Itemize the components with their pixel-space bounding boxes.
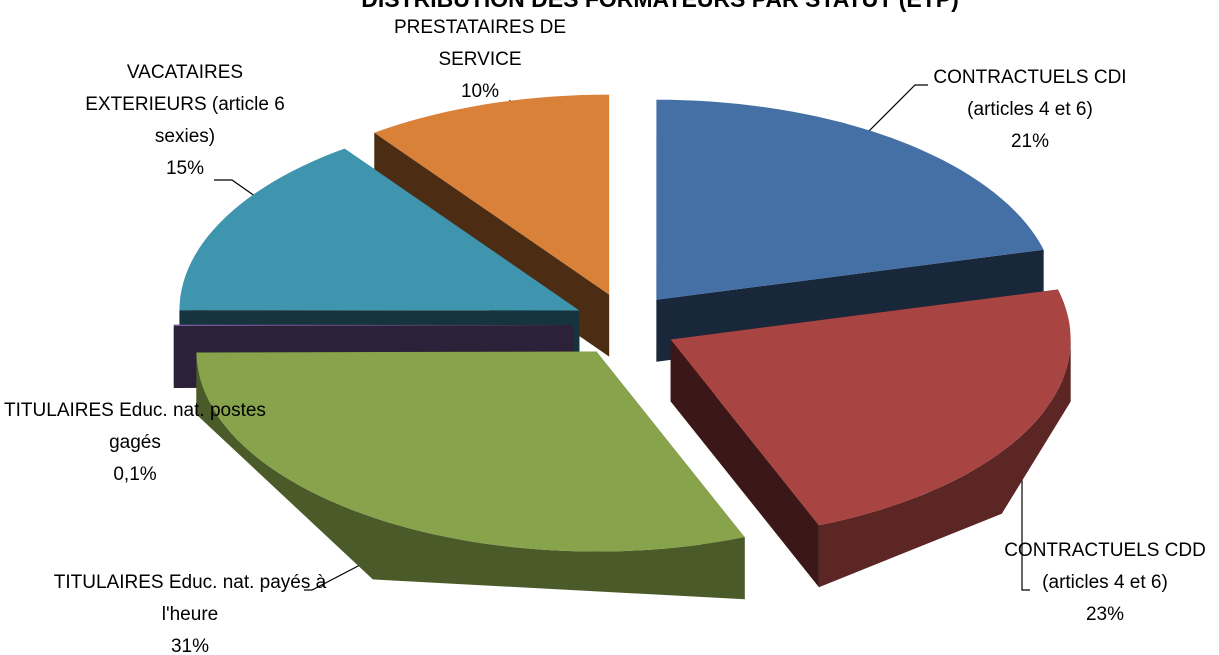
slice-top [179,148,580,311]
slice-top [374,94,610,295]
value-label: 21% [1010,131,1050,152]
data-label: VACATAIRES EXTERIEURS (article 6 sexies)… [70,57,300,185]
slice-top [173,324,574,326]
leader-line [304,564,361,591]
slices [173,94,1071,600]
chart-title: DISTRIBUTION DES FORMATEURS PAR STATUT (… [361,0,959,13]
slice-top [670,289,1071,526]
category-label: PRESTATAIRES DE SERVICE [393,17,567,70]
value-label: 31% [170,636,210,655]
slice [670,289,1071,588]
slice-wall [670,339,819,588]
category-label: CONTRACTUELS CDI (articles 4 et 6) [933,67,1127,120]
slice-top [196,351,745,552]
value-label: 15% [165,158,205,179]
category-label: TITULAIRES Educ. nat. postes gagés [4,400,266,453]
slice-top [656,99,1044,300]
value-label: 10% [460,81,500,102]
data-label: PRESTATAIRES DE SERVICE 10% [365,12,595,108]
value-label: 0,1% [113,464,157,485]
slice [196,351,745,600]
category-label: VACATAIRES EXTERIEURS (article 6 sexies) [85,62,285,147]
slice-side [818,339,1071,588]
data-label: CONTRACTUELS CDI (articles 4 et 6) 21% [915,62,1145,158]
data-label: CONTRACTUELS CDD (articles 4 et 6) 23% [990,535,1219,631]
category-label: TITULAIRES Educ. nat. payés à l'heure [53,572,327,625]
leader-line [1021,465,1030,591]
data-label: TITULAIRES Educ. nat. postes gagés 0,1% [0,395,275,491]
slice-side [196,352,745,600]
category-label: CONTRACTUELS CDD (articles 4 et 6) [1004,540,1206,593]
value-label: 23% [1085,604,1125,625]
data-label: TITULAIRES Educ. nat. payés à l'heure 31% [50,567,330,655]
